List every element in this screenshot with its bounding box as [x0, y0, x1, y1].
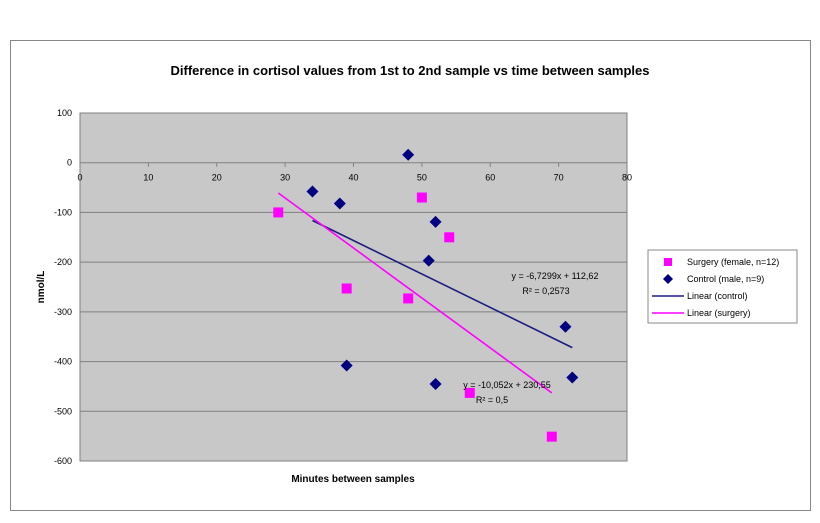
trendline-r2: R² = 0,2573 [522, 286, 569, 296]
control-point [429, 377, 442, 390]
legend-label: Surgery (female, n=12) [687, 257, 779, 267]
surgery-point [341, 283, 352, 294]
x-tick-label: 40 [348, 173, 358, 183]
trendline-equation: y = -10,052x + 230,55 [463, 380, 551, 390]
control-point [429, 215, 442, 228]
x-tick-label: 30 [280, 173, 290, 183]
x-tick-label: 60 [485, 173, 495, 183]
legend: Surgery (female, n=12) Control (male, n=9… [647, 249, 798, 324]
x-tick-label: 0 [77, 173, 82, 183]
x-tick-label: 80 [622, 173, 632, 183]
y-tick-label: -400 [54, 357, 72, 367]
trendline [312, 219, 573, 349]
control-point [340, 359, 353, 372]
control-point [422, 254, 435, 267]
plot-background [79, 112, 628, 462]
surgery-point [546, 431, 557, 442]
y-tick-label: -600 [54, 456, 72, 466]
y-tick-label: -100 [54, 207, 72, 217]
legend-label: Linear (surgery) [687, 308, 751, 318]
control-point [566, 371, 579, 384]
trendline-equation: y = -6,7299x + 112,62 [512, 271, 599, 281]
legend-marker-icon [663, 274, 673, 284]
legend-label: Linear (control) [687, 291, 748, 301]
x-tick-label: 70 [554, 173, 564, 183]
surgery-point [403, 293, 414, 304]
control-point [402, 148, 415, 161]
x-tick-label: 50 [417, 173, 427, 183]
y-axis-label: nmol/L [36, 271, 47, 304]
surgery-point [416, 192, 427, 203]
surgery-point [444, 232, 455, 243]
surgery-point [273, 207, 284, 218]
trendline-r2: R² = 0,5 [476, 395, 508, 405]
trendline [277, 192, 553, 394]
chart-title: Difference in cortisol values from 1st t… [171, 63, 650, 78]
y-tick-label: -500 [54, 406, 72, 416]
surgery-point [464, 387, 475, 398]
control-point [333, 197, 346, 210]
x-tick-label: 10 [143, 173, 153, 183]
y-tick-label: 100 [57, 108, 72, 118]
legend-marker-icon [664, 258, 672, 266]
legend-label: Control (male, n=9) [687, 274, 764, 284]
y-tick-label: 0 [67, 158, 72, 168]
x-tick-label: 20 [212, 173, 222, 183]
legend-box [647, 249, 798, 324]
plot-area: 100 0 -100 -200 -300 -400 -500 -600 0 10 20 30 40 50 6… [54, 108, 632, 466]
y-tick-label: -300 [54, 307, 72, 317]
y-tick-label: -200 [54, 257, 72, 267]
control-point [559, 320, 572, 333]
control-point [306, 185, 319, 198]
x-axis-label: Minutes between samples [291, 474, 415, 485]
